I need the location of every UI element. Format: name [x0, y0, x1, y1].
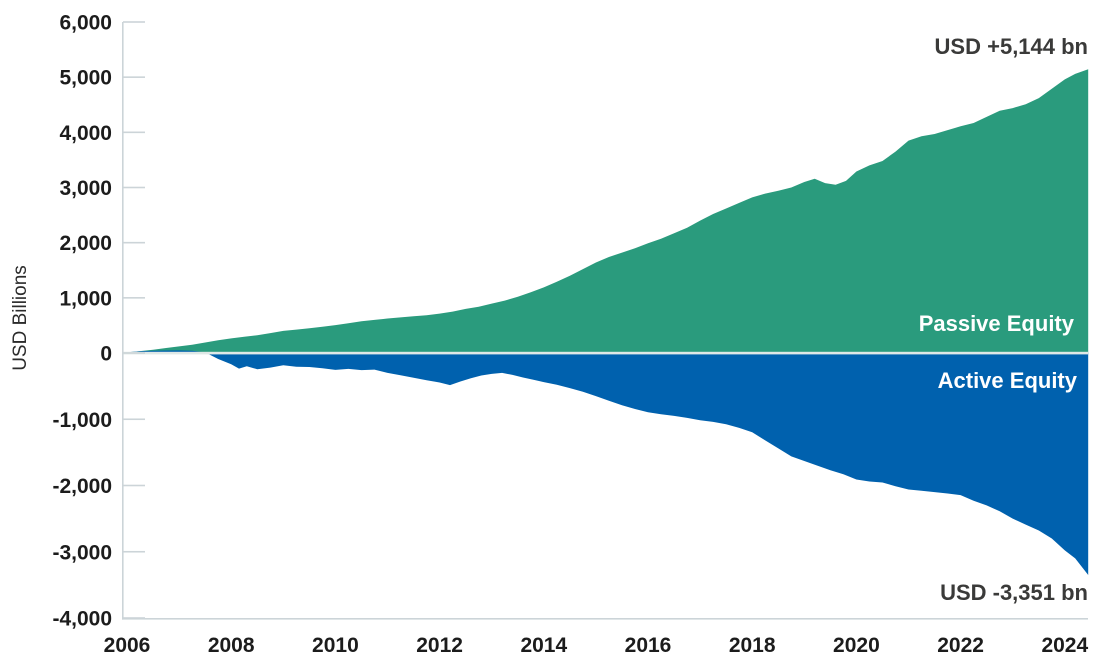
y-tick-label: 1,000 [59, 287, 112, 310]
active-equity-label: Active Equity [937, 368, 1077, 393]
y-tick-label: 6,000 [59, 12, 112, 35]
passive-total-annotation: USD +5,144 bn [934, 34, 1088, 59]
x-tick-label: 2016 [625, 634, 672, 657]
y-tick [123, 76, 145, 78]
y-tick-label: -3,000 [52, 541, 112, 564]
x-tick-label: 2024 [1041, 634, 1088, 657]
y-tick-label: 3,000 [59, 177, 112, 200]
passive-equity-label: Passive Equity [918, 311, 1074, 336]
y-tick [123, 418, 145, 421]
zero-line [123, 351, 1088, 355]
y-tick-label: -2,000 [52, 475, 112, 498]
y-tick-label: 2,000 [59, 232, 112, 255]
y-tick [123, 241, 145, 244]
x-tick-label: 2010 [312, 634, 359, 657]
y-tick [123, 186, 145, 189]
y-tick [123, 617, 145, 619]
y-tick [123, 484, 145, 487]
y-tick [123, 297, 145, 299]
y-tick [123, 550, 145, 553]
y-tick-label: -4,000 [52, 608, 112, 631]
active-area [127, 350, 1089, 575]
x-tick-label: 2020 [833, 634, 880, 657]
x-tick-label: 2012 [416, 634, 463, 657]
x-tick-label: 2008 [208, 634, 255, 657]
passive-area [127, 69, 1089, 353]
y-tick-label: 0 [100, 343, 112, 366]
x-tick-label: 2022 [937, 634, 984, 657]
x-tick-label: 2018 [729, 634, 776, 657]
x-axis-line [122, 618, 1088, 620]
y-axis-line [122, 22, 124, 620]
y-axis-title: USD Billions [10, 265, 31, 371]
y-tick-label: -1,000 [52, 409, 112, 432]
x-tick-label: 2006 [104, 634, 151, 657]
active-total-annotation: USD -3,351 bn [940, 580, 1088, 605]
y-tick [123, 21, 145, 23]
y-tick-label: 4,000 [59, 122, 112, 145]
y-tick-label: 5,000 [59, 67, 112, 90]
y-tick [123, 352, 145, 354]
y-tick [123, 131, 145, 134]
x-tick-label: 2014 [520, 634, 567, 657]
